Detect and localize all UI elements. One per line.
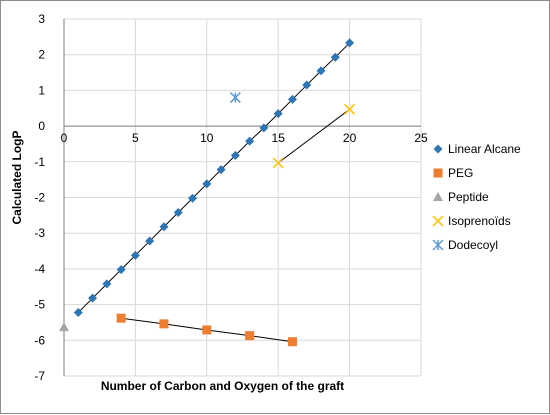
x-tick-label: 25: [414, 131, 428, 145]
legend-marker-peg: [433, 168, 443, 178]
linear-alcane-point: [259, 123, 269, 133]
y-tick-label: 2: [38, 48, 45, 62]
linear-alcane-point: [88, 293, 98, 303]
x-axis-title: Number of Carbon and Oxygen of the graft: [101, 379, 344, 393]
x-tick-label: 5: [132, 131, 139, 145]
x-tick-label: 20: [343, 131, 357, 145]
x-tick-label: 10: [200, 131, 214, 145]
y-tick-label: 0: [38, 119, 45, 133]
y-tick-label: -1: [34, 155, 45, 169]
y-tick-label: -5: [34, 298, 45, 312]
isopreno-ds-point: [272, 157, 284, 169]
x-tick-label: 0: [61, 131, 68, 145]
linear-alcane-point: [159, 222, 169, 232]
legend-label-peptide: Peptide: [448, 190, 489, 204]
linear-alcane-point: [102, 279, 112, 289]
peg-point: [116, 313, 126, 323]
peg-point: [287, 337, 297, 347]
legend-label-peg: PEG: [448, 166, 473, 180]
linear-alcane-point: [316, 66, 326, 76]
linear-alcane-point: [302, 80, 312, 90]
linear-alcane-trend-line: [77, 42, 350, 313]
linear-alcane-point: [245, 136, 255, 146]
linear-alcane-point: [73, 307, 83, 317]
y-tick-label: -4: [34, 262, 45, 276]
linear-alcane-point: [230, 150, 240, 160]
linear-alcane-point: [287, 94, 297, 104]
peptide-point: [59, 322, 69, 332]
linear-alcane-point: [216, 165, 226, 175]
linear-alcane-point: [130, 250, 140, 260]
legend-label-isopreno-ds: Isoprenoïds: [448, 214, 511, 228]
legend-label-dodecoyl: Dodecoyl: [448, 238, 498, 252]
y-tick-label: -6: [34, 333, 45, 347]
y-axis-title: Calculated LogP: [10, 130, 24, 224]
isopreno-ds-trend-line: [277, 108, 350, 164]
y-tick-label: -3: [34, 226, 45, 240]
legend-marker-linear-alcane: [433, 144, 443, 154]
linear-alcane-point: [202, 179, 212, 189]
y-tick-label: -2: [34, 191, 45, 205]
y-tick-label: -7: [34, 369, 45, 383]
linear-alcane-point: [345, 38, 355, 48]
linear-alcane-point: [188, 193, 198, 203]
linear-alcane-point: [273, 109, 283, 119]
y-tick-label: 3: [38, 12, 45, 26]
peg-point: [245, 331, 255, 341]
legend-marker-peptide: [433, 192, 443, 201]
linear-alcane-point: [173, 207, 183, 217]
y-tick-label: 1: [38, 83, 45, 97]
peg-point: [202, 325, 212, 335]
peg-point: [159, 319, 169, 329]
legend-marker-isopreno-ds: [432, 215, 444, 227]
dodecoyl-point: [229, 92, 241, 104]
legend-label-linear-alcane: Linear Alcane: [448, 142, 521, 156]
linear-alcane-point: [116, 265, 126, 275]
legend-marker-dodecoyl: [432, 239, 444, 251]
isopreno-ds-point: [344, 103, 356, 115]
linear-alcane-point: [330, 52, 340, 62]
x-tick-label: 15: [272, 131, 286, 145]
linear-alcane-point: [145, 236, 155, 246]
